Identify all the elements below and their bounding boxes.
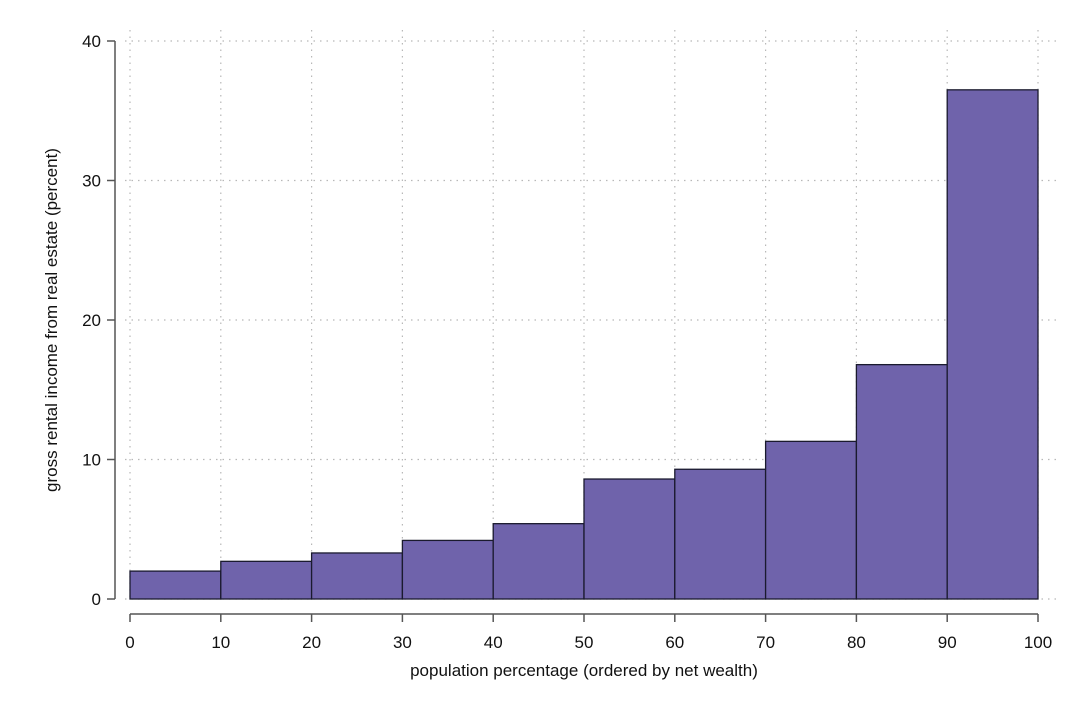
x-tick-labels: 0 10 20 30 40 50 60 70 80 90 100 xyxy=(125,633,1052,652)
bar-40-50 xyxy=(492,523,585,600)
x-axis-title: population percentage (ordered by net we… xyxy=(410,661,758,680)
axes xyxy=(107,40,1039,622)
x-tick-label: 80 xyxy=(847,633,866,652)
y-axis-title: gross rental income from real estate (pe… xyxy=(42,148,61,492)
bar-10-20 xyxy=(220,560,313,600)
y-tick-labels: 0 10 20 30 40 xyxy=(82,32,101,609)
x-tick-label: 10 xyxy=(211,633,230,652)
x-tick-label: 30 xyxy=(393,633,412,652)
bar-30-40 xyxy=(401,539,494,600)
y-tick-label: 10 xyxy=(82,451,101,470)
y-tick-label: 0 xyxy=(92,590,101,609)
x-tick-label: 0 xyxy=(125,633,134,652)
x-tick-label: 40 xyxy=(484,633,503,652)
x-tick-label: 50 xyxy=(575,633,594,652)
y-tick-label: 40 xyxy=(82,32,101,51)
bar-50-60 xyxy=(583,478,676,600)
x-tick-label: 70 xyxy=(756,633,775,652)
bar-20-30 xyxy=(310,552,404,600)
y-tick-label: 20 xyxy=(82,311,101,330)
bar-70-80 xyxy=(764,440,858,600)
x-tick-label: 90 xyxy=(938,633,957,652)
bars xyxy=(129,89,1039,600)
x-tick-label: 100 xyxy=(1024,633,1052,652)
x-tick-label: 60 xyxy=(665,633,684,652)
x-tick-label: 20 xyxy=(302,633,321,652)
y-tick-label: 30 xyxy=(82,172,101,191)
bar-0-10 xyxy=(129,570,222,600)
bar-90-100 xyxy=(946,89,1039,600)
bar-80-90 xyxy=(855,363,948,600)
bar-60-70 xyxy=(674,468,767,600)
